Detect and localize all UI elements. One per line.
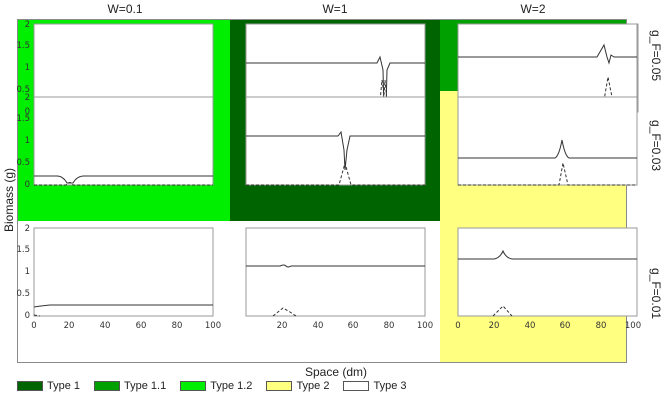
svg-text:100: 100 [625, 321, 641, 331]
x-axis-label: Space (dm) [305, 365, 368, 379]
swatch-type-1 [17, 381, 43, 391]
panel-gf003-w01: 2 1.5 1 0.5 0 [16, 93, 214, 190]
svg-text:60: 60 [560, 321, 571, 331]
swatch-type-1-1 [94, 381, 121, 391]
svg-text:2: 2 [25, 224, 30, 234]
legend-label: Type 3 [373, 380, 407, 392]
legend-item-type-1-1: Type 1.1 [94, 380, 166, 392]
panel-gf001-w2: 0 20 40 60 80 100 [455, 227, 641, 331]
svg-text:60: 60 [348, 321, 359, 331]
legend-types: Type 1 Type 1.1 Type 1.2 Type 2 Type 3 [17, 380, 421, 392]
svg-text:80: 80 [172, 321, 183, 331]
figure-frame [17, 19, 627, 363]
svg-text:20: 20 [64, 321, 75, 331]
legend-label: Type 1 [47, 380, 81, 392]
svg-text:40: 40 [525, 321, 536, 331]
svg-text:20: 20 [489, 321, 500, 331]
svg-text:1: 1 [25, 267, 30, 277]
svg-text:60: 60 [136, 321, 147, 331]
svg-text:40: 40 [100, 321, 111, 331]
svg-text:100: 100 [417, 321, 433, 331]
svg-text:0: 0 [25, 311, 30, 321]
svg-text:0: 0 [25, 180, 30, 190]
svg-text:1.5: 1.5 [16, 114, 30, 124]
column-title-w2: W=2 [520, 2, 546, 16]
column-title-w1: W=1 [322, 2, 348, 16]
svg-text:1: 1 [25, 136, 30, 146]
swatch-type-3 [343, 381, 370, 391]
legend-label: Type 1.1 [124, 380, 167, 392]
panel-gf001-w01: 2 1.5 1 0.5 0 0 20 40 60 80 100 [16, 224, 221, 331]
panel-gf003-w1 [245, 96, 426, 186]
legend-item-type-1: Type 1 [17, 380, 80, 392]
column-title-w01: W=0.1 [107, 2, 143, 16]
svg-text:1.5: 1.5 [16, 245, 30, 255]
svg-text:0.5: 0.5 [16, 289, 30, 299]
legend-label: Type 2 [296, 380, 330, 392]
svg-text:100: 100 [205, 321, 221, 331]
svg-text:0.5: 0.5 [16, 85, 30, 95]
svg-text:80: 80 [596, 321, 607, 331]
panel-gf001-w1: 20 40 60 80 100 [245, 227, 433, 331]
svg-text:0: 0 [25, 107, 30, 117]
svg-text:2: 2 [25, 20, 30, 30]
svg-text:80: 80 [384, 321, 395, 331]
svg-text:0: 0 [455, 321, 460, 331]
svg-text:40: 40 [313, 321, 324, 331]
svg-text:1: 1 [25, 63, 30, 73]
svg-text:0: 0 [31, 321, 36, 331]
legend-item-type-1-2: Type 1.2 [180, 380, 252, 392]
panel-gf003-w2 [457, 96, 638, 186]
legend-label: Type 1.2 [210, 380, 253, 392]
svg-text:1.5: 1.5 [16, 41, 30, 51]
svg-text:0.5: 0.5 [16, 158, 30, 168]
legend-item-type-2: Type 2 [266, 380, 329, 392]
svg-text:20: 20 [277, 321, 288, 331]
legend-item-type-3: Type 3 [343, 380, 407, 392]
svg-text:2: 2 [25, 93, 30, 103]
swatch-type-2 [266, 381, 293, 391]
swatch-type-1-2 [180, 381, 207, 391]
